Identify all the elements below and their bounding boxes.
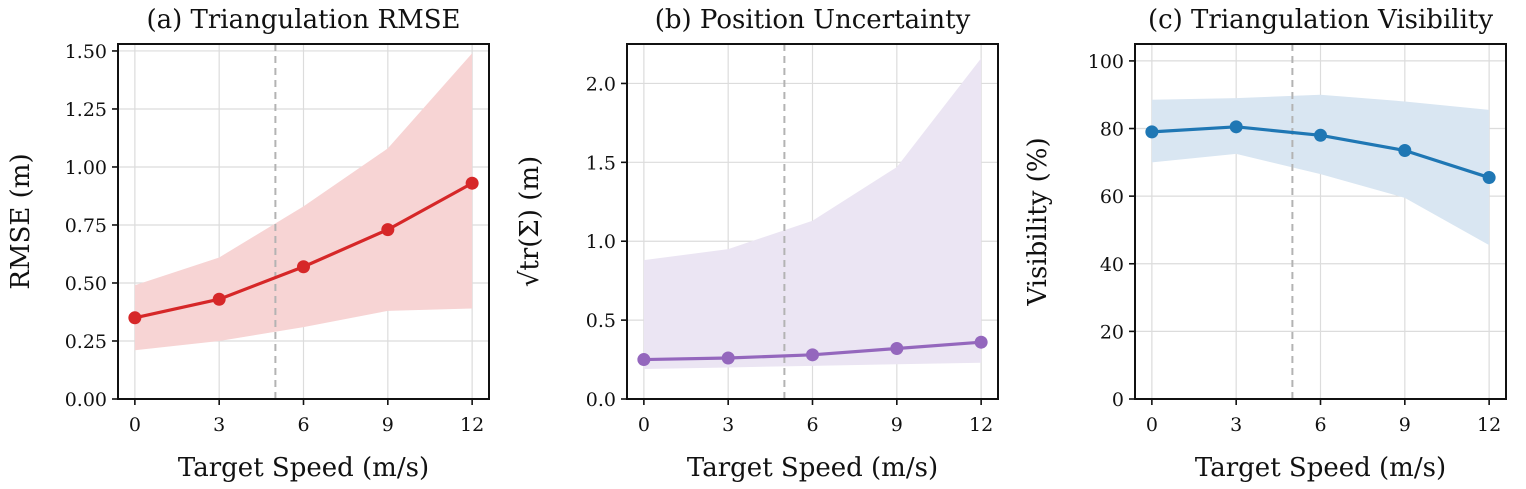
confidence-band bbox=[134, 53, 473, 351]
data-point bbox=[721, 351, 735, 365]
y-tick-label: 0.5 bbox=[586, 310, 616, 332]
x-tick-label: 3 bbox=[213, 414, 225, 436]
data-point bbox=[297, 260, 310, 274]
data-point bbox=[890, 342, 904, 356]
y-tick-label: 100 bbox=[1088, 51, 1124, 73]
chart-title: (a) Triangulation RMSE bbox=[146, 5, 460, 35]
data-point bbox=[1229, 120, 1243, 134]
y-tick-label: 1.50 bbox=[65, 41, 107, 63]
x-tick-label: 9 bbox=[382, 414, 394, 436]
x-axis-label: Target Speed (m/s) bbox=[1195, 453, 1446, 483]
x-tick-label: 0 bbox=[638, 414, 650, 436]
x-tick-label: 6 bbox=[806, 414, 818, 436]
x-tick-label: 3 bbox=[722, 414, 734, 436]
y-tick-label: 0.75 bbox=[65, 215, 107, 237]
data-point bbox=[465, 176, 479, 190]
y-axis-label: Visibility (%) bbox=[1023, 137, 1053, 306]
y-tick-label: 0.00 bbox=[65, 389, 107, 411]
x-tick-label: 6 bbox=[297, 414, 309, 436]
data-point bbox=[806, 348, 819, 362]
x-tick-label: 12 bbox=[969, 414, 993, 436]
x-axis-label: Target Speed (m/s) bbox=[178, 453, 429, 483]
x-tick-label: 9 bbox=[1399, 414, 1411, 436]
y-tick-label: 60 bbox=[1100, 186, 1124, 208]
chart-panel-2: 0 3 6 9 12 0 20 40 60 80 100 (c) Triangulation Visi… bbox=[1023, 5, 1507, 483]
y-tick-label: 80 bbox=[1100, 119, 1124, 141]
y-tick-label: 0.0 bbox=[586, 389, 616, 411]
confidence-band bbox=[643, 58, 982, 370]
data-point bbox=[974, 335, 988, 349]
y-tick-label: 2.0 bbox=[586, 73, 616, 95]
data-point bbox=[381, 223, 395, 237]
data-point bbox=[1145, 125, 1159, 139]
y-axis-label: √tr(Σ) (m) bbox=[515, 156, 545, 287]
y-axis-label: RMSE (m) bbox=[6, 153, 36, 289]
y-tick-label: 40 bbox=[1100, 254, 1124, 276]
y-tick-label: 20 bbox=[1100, 321, 1124, 343]
y-tick-label: 0.25 bbox=[65, 331, 107, 353]
data-point bbox=[637, 353, 651, 367]
y-tick-label: 1.25 bbox=[65, 99, 107, 121]
y-tick-label: 1.00 bbox=[65, 157, 107, 179]
y-tick-label: 1.0 bbox=[586, 231, 616, 253]
data-point bbox=[1398, 144, 1412, 157]
x-axis-label: Target Speed (m/s) bbox=[687, 453, 938, 483]
chart-title: (c) Triangulation Visibility bbox=[1148, 5, 1493, 35]
y-tick-label: 0.50 bbox=[65, 273, 107, 295]
x-tick-label: 3 bbox=[1230, 414, 1242, 436]
chart-panel-1: 0 3 6 9 12 0.0 0.5 1.0 1.5 2.0 (b) Position Uncert… bbox=[515, 5, 999, 483]
x-tick-label: 0 bbox=[129, 414, 141, 436]
x-tick-label: 12 bbox=[1477, 414, 1501, 436]
y-tick-label: 0 bbox=[1112, 389, 1124, 411]
data-point bbox=[212, 292, 226, 306]
data-point bbox=[128, 311, 142, 325]
data-point bbox=[1482, 171, 1496, 185]
x-tick-label: 6 bbox=[1314, 414, 1326, 436]
data-point bbox=[1314, 128, 1327, 142]
chart-title: (b) Position Uncertainty bbox=[655, 5, 971, 35]
x-tick-label: 0 bbox=[1146, 414, 1158, 436]
x-tick-label: 12 bbox=[460, 414, 484, 436]
y-tick-label: 1.5 bbox=[586, 152, 616, 174]
x-tick-label: 9 bbox=[891, 414, 903, 436]
chart-panel-0: 0 3 6 9 12 0.00 0.25 0.50 0.75 1.00 1.25 1.50 (a) Tr… bbox=[6, 5, 490, 483]
